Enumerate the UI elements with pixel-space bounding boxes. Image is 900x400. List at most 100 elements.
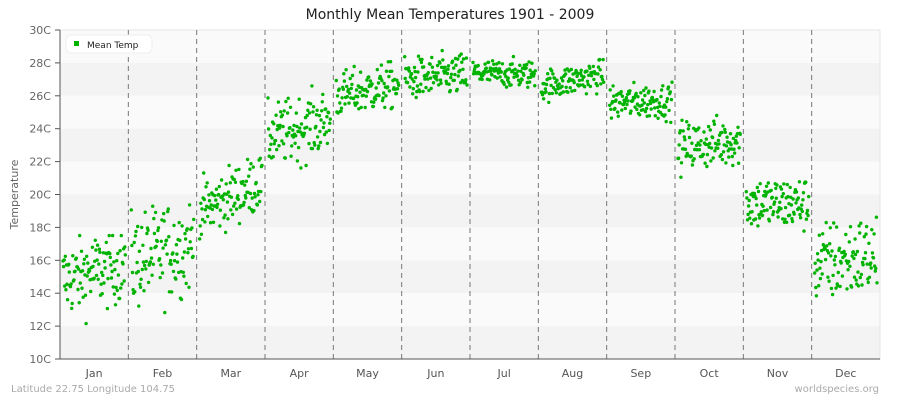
data-point [62, 258, 66, 262]
data-point [829, 254, 833, 258]
data-point [252, 208, 256, 213]
data-point [683, 138, 687, 142]
data-point [756, 189, 761, 194]
data-point [746, 212, 750, 217]
data-point [288, 105, 293, 110]
data-point [318, 140, 323, 145]
data-point [163, 243, 168, 247]
data-point [807, 194, 811, 199]
x-tick-label: Sep [630, 367, 651, 380]
data-point [311, 110, 315, 114]
x-tick-label: Mar [220, 367, 241, 380]
data-point [855, 249, 860, 254]
data-point [679, 161, 684, 165]
data-point [730, 154, 734, 159]
data-point [149, 246, 153, 251]
data-point [823, 246, 827, 251]
data-point [830, 249, 834, 253]
data-point [199, 232, 204, 236]
data-point [826, 275, 830, 279]
data-point [813, 271, 817, 275]
data-point [123, 253, 128, 257]
data-point [248, 167, 252, 171]
data-point [293, 141, 297, 145]
data-point [429, 86, 433, 91]
data-point [820, 272, 824, 276]
data-point [665, 97, 670, 101]
data-point [702, 130, 706, 134]
data-point [515, 74, 520, 78]
data-point [324, 130, 328, 134]
data-point [307, 111, 312, 115]
data-point [732, 151, 737, 155]
data-point [416, 54, 421, 58]
data-point [157, 257, 162, 261]
data-point [851, 250, 855, 254]
data-point [736, 161, 741, 165]
data-point [642, 101, 646, 105]
data-point [135, 260, 139, 265]
data-point [596, 65, 601, 69]
data-point [612, 94, 616, 98]
data-point [438, 78, 443, 82]
data-point [447, 82, 451, 86]
data-point [703, 161, 707, 165]
data-point [148, 260, 153, 264]
data-point [724, 144, 729, 148]
data-point [268, 133, 272, 138]
data-point [397, 83, 401, 88]
data-point [63, 254, 67, 258]
data-point [108, 251, 112, 256]
data-point [411, 92, 415, 96]
data-point [449, 75, 453, 80]
data-point [553, 88, 557, 92]
data-point [640, 103, 644, 107]
data-point [89, 289, 93, 294]
data-point [486, 60, 491, 64]
data-point [170, 290, 174, 294]
data-point [827, 279, 831, 283]
data-point [757, 216, 762, 220]
data-point [632, 80, 636, 85]
data-point [480, 77, 484, 82]
y-tick-label: 20C [29, 189, 51, 202]
data-point [821, 232, 825, 236]
x-tick-label: Oct [700, 367, 720, 380]
data-point [681, 129, 685, 133]
data-point [464, 78, 468, 82]
data-point [382, 91, 386, 95]
data-point [754, 196, 758, 201]
data-point [540, 93, 545, 97]
data-point [207, 199, 212, 203]
data-point [557, 82, 561, 86]
data-point [564, 85, 568, 90]
data-point [801, 198, 805, 202]
data-point [90, 245, 95, 249]
data-point [341, 87, 345, 91]
data-point [129, 208, 133, 212]
data-point [368, 79, 373, 83]
data-point [304, 163, 308, 168]
data-point [500, 62, 505, 66]
data-point [116, 251, 120, 256]
data-point [727, 155, 731, 159]
data-point [585, 69, 589, 73]
data-point [390, 69, 394, 74]
data-point [403, 76, 407, 81]
data-point [346, 87, 351, 92]
legend-label: Mean Temp [87, 41, 139, 51]
data-point [186, 251, 190, 255]
data-point [208, 221, 213, 225]
data-point [704, 137, 708, 141]
data-point [578, 83, 582, 87]
data-point [386, 85, 390, 89]
data-point [72, 278, 76, 282]
data-point [697, 126, 701, 130]
data-point [130, 243, 134, 248]
data-point [186, 247, 191, 251]
data-point [163, 310, 167, 315]
data-point [502, 82, 506, 87]
data-point [860, 283, 864, 287]
